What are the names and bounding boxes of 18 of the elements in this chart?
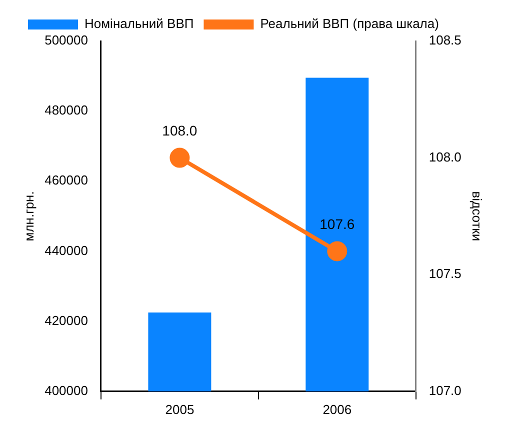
y-tick-label: 400000 [44,382,88,398]
y2-axis-title: відсотки [470,191,485,242]
y-tick-label: 460000 [44,172,88,188]
data-label: 107.6 [320,216,355,232]
data-label: 108.0 [162,122,198,139]
legend-label: Номінальний ВВП [84,16,194,32]
y2-tick-label: 108.0 [428,149,462,164]
y-tick-label: 420000 [44,312,88,328]
y-axis-title: млн.грн. [21,191,36,242]
y2-tick-label: 107.0 [428,382,462,398]
y2-tick-label: 107.5 [428,266,462,282]
y2-tick-label: 108.5 [428,32,462,48]
x-tick-label: 2005 [165,402,194,417]
y-tick-label: 500000 [44,32,88,48]
legend-label: Реальний ВВП (права шкала) [260,16,439,32]
y-tick-label: 440000 [44,242,88,258]
y-tick-label: 480000 [44,102,88,118]
x-tick-label: 2006 [322,402,352,417]
